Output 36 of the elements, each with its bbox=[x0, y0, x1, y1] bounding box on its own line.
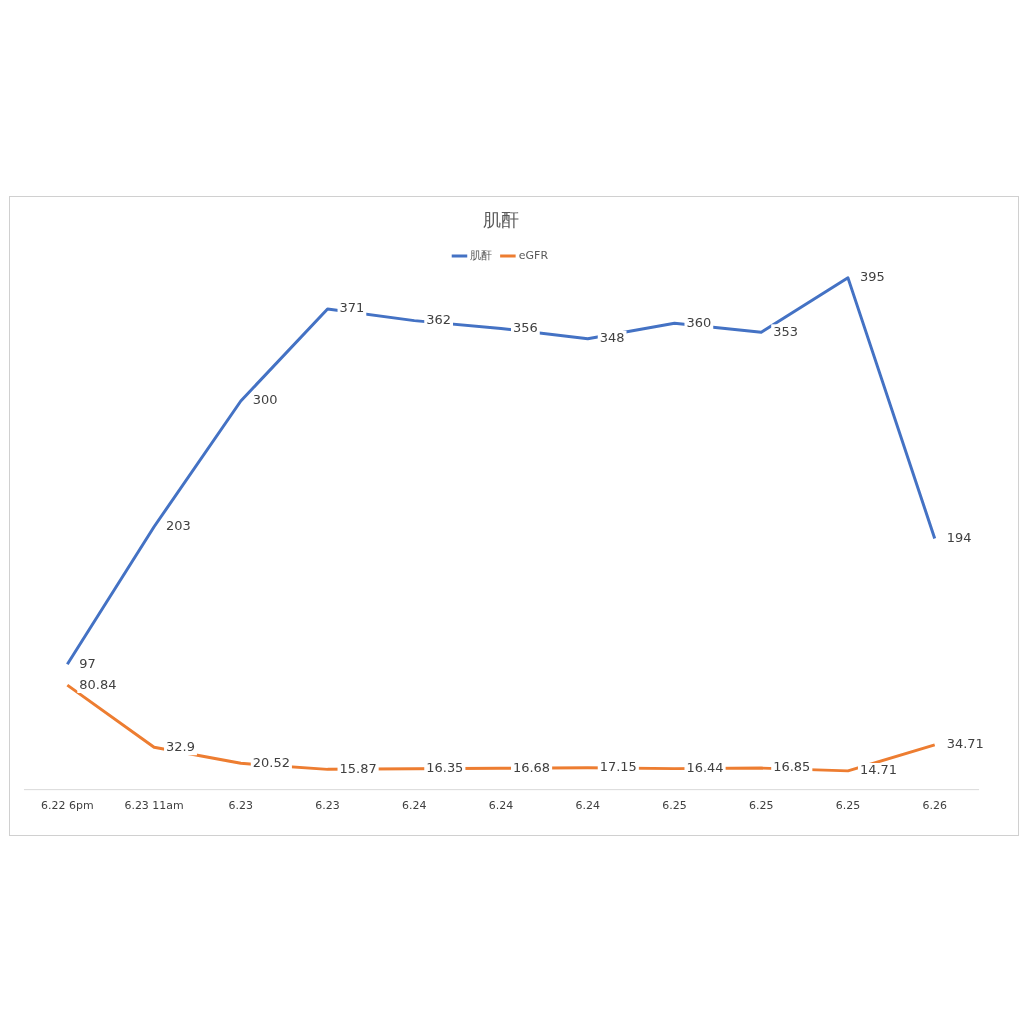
data-label: 16.85 bbox=[773, 759, 811, 775]
data-label: 16.35 bbox=[426, 760, 464, 776]
x-tick-label: 6.25 bbox=[662, 799, 687, 813]
data-label: 20.52 bbox=[252, 754, 290, 770]
data-label: 203 bbox=[166, 518, 191, 534]
data-label: 17.15 bbox=[599, 759, 637, 775]
x-tick-label: 6.25 bbox=[835, 799, 861, 813]
data-label: 300 bbox=[252, 392, 278, 408]
data-label: 194 bbox=[946, 529, 972, 545]
data-label: 34.71 bbox=[946, 736, 984, 752]
x-tick-label: 6.24 bbox=[402, 799, 427, 813]
x-tick-label: 6.23 bbox=[315, 799, 340, 813]
x-tick-label: 6.22 6pm bbox=[41, 799, 94, 813]
x-tick-label: 6.23 11am bbox=[124, 799, 184, 813]
data-label: 348 bbox=[599, 330, 625, 346]
x-tick-label: 6.25 bbox=[749, 799, 774, 813]
legend-label: 肌酐 bbox=[470, 248, 493, 262]
data-label: 353 bbox=[773, 323, 798, 339]
chart-title: 肌酐 bbox=[483, 209, 520, 231]
data-label: 395 bbox=[859, 269, 885, 285]
x-tick-label: 6.24 bbox=[575, 799, 600, 813]
data-label: 371 bbox=[339, 300, 365, 316]
data-label: 15.87 bbox=[339, 760, 377, 776]
data-label: 14.71 bbox=[859, 762, 898, 778]
data-label: 16.44 bbox=[686, 760, 724, 775]
data-label: 16.68 bbox=[513, 759, 551, 775]
x-tick-label: 6.23 bbox=[228, 799, 254, 813]
legend-label: eGFR bbox=[518, 248, 549, 262]
x-tick-label: 6.26 bbox=[922, 799, 947, 813]
data-label: 360 bbox=[686, 314, 712, 330]
data-label: 32.9 bbox=[166, 738, 195, 754]
data-label: 80.84 bbox=[79, 676, 117, 692]
data-label: 97 bbox=[79, 655, 96, 671]
data-label: 362 bbox=[426, 312, 452, 327]
x-tick-label: 6.24 bbox=[488, 799, 514, 813]
data-label: 356 bbox=[513, 319, 538, 335]
